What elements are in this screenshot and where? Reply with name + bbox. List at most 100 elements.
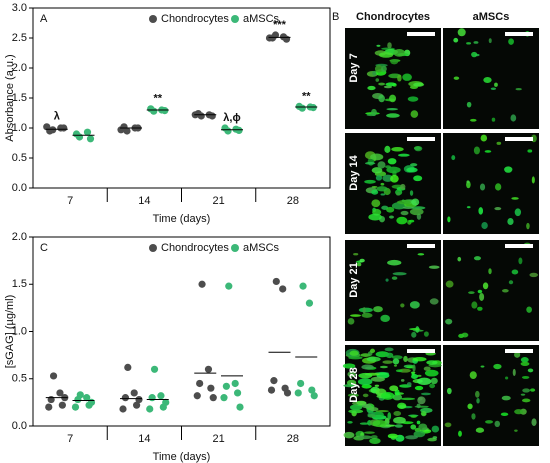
cell <box>348 409 364 414</box>
significance-label: ** <box>302 90 311 102</box>
cell <box>402 206 414 209</box>
cell <box>471 301 478 309</box>
cell <box>402 73 412 81</box>
cell <box>396 216 408 225</box>
data-point <box>124 363 132 372</box>
y-tick-label: 0.0 <box>12 182 27 194</box>
cell <box>393 364 397 367</box>
cell <box>364 179 376 184</box>
data-point <box>204 365 213 373</box>
cell <box>409 208 424 216</box>
cell <box>483 77 492 84</box>
cell <box>359 258 365 263</box>
cell <box>504 166 513 173</box>
data-point <box>146 405 154 413</box>
cell <box>397 402 407 409</box>
x-tick-label: 21 <box>213 195 225 207</box>
cell <box>357 378 373 386</box>
cell <box>408 328 421 331</box>
cell <box>491 117 496 122</box>
data-point <box>209 394 217 402</box>
cell <box>518 257 523 265</box>
cell <box>362 307 366 314</box>
row-label: Day 28 <box>348 367 360 402</box>
cell <box>379 365 388 369</box>
cell <box>342 363 356 369</box>
cell <box>378 82 386 86</box>
data-point <box>233 389 242 397</box>
row-label: Day 7 <box>348 53 360 82</box>
data-point <box>295 102 303 110</box>
cell <box>371 189 379 195</box>
cell <box>411 373 418 380</box>
micrograph <box>443 240 539 341</box>
cell <box>348 355 363 360</box>
cell <box>358 307 373 313</box>
y-axis-label: Absorbance (a.u.) <box>4 54 16 141</box>
cell <box>369 437 381 445</box>
cell <box>361 312 373 318</box>
cell <box>405 435 418 440</box>
data-point <box>47 395 55 404</box>
cell <box>466 101 472 108</box>
data-point <box>49 372 58 380</box>
cell <box>473 256 481 261</box>
data-point <box>270 377 278 385</box>
cell <box>389 385 399 392</box>
cell <box>397 74 402 82</box>
cell <box>484 150 492 153</box>
cell <box>423 331 429 337</box>
cell <box>410 163 418 167</box>
cell <box>412 364 416 372</box>
cell <box>385 352 394 359</box>
data-point <box>87 398 96 406</box>
cell <box>376 44 381 47</box>
data-point <box>43 123 51 131</box>
cell <box>375 78 380 82</box>
cell <box>526 222 530 230</box>
data-point <box>236 403 244 411</box>
cell <box>457 256 462 262</box>
cell <box>429 298 439 305</box>
cell <box>514 208 522 217</box>
cell <box>375 175 383 181</box>
data-point <box>56 389 64 397</box>
cell <box>377 161 386 169</box>
significance-label: *** <box>273 19 287 31</box>
micrograph <box>342 345 442 446</box>
cell <box>478 207 484 215</box>
cell <box>451 155 456 161</box>
cell <box>410 110 419 118</box>
cell <box>429 383 436 389</box>
cell <box>520 393 526 396</box>
cell <box>393 49 406 57</box>
cell <box>522 388 531 393</box>
x-tick-label: 7 <box>67 433 73 445</box>
cell <box>380 193 386 196</box>
cell <box>458 430 462 437</box>
y-tick-label: 3.0 <box>12 2 27 14</box>
cell <box>366 113 376 117</box>
cell <box>413 430 426 438</box>
y-tick-label: 0.5 <box>12 373 27 385</box>
cell <box>393 410 402 416</box>
cell <box>521 398 531 403</box>
cell <box>390 174 399 183</box>
y-axis-label: [sGAG] (µg/ml) <box>4 295 16 369</box>
cell <box>380 314 390 323</box>
cell <box>495 183 502 191</box>
cell <box>359 422 369 425</box>
data-point <box>161 107 169 115</box>
y-tick-label: 1.5 <box>12 92 27 104</box>
significance-label: λ <box>54 111 60 123</box>
cell <box>490 87 497 91</box>
cell <box>349 404 363 411</box>
data-point <box>71 403 80 411</box>
data-point <box>299 282 307 290</box>
data-point <box>225 282 233 290</box>
cell <box>386 166 401 174</box>
cell <box>476 398 480 404</box>
data-point <box>58 401 66 409</box>
data-point <box>283 389 292 397</box>
cell <box>356 400 367 406</box>
